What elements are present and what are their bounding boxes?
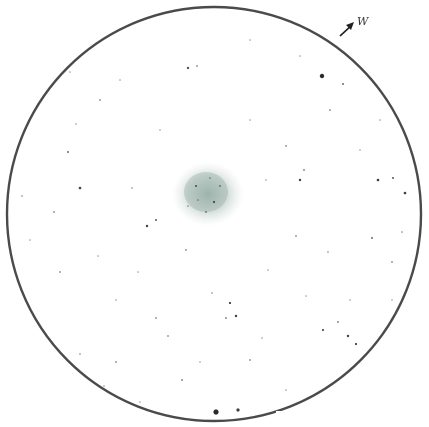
star <box>267 269 269 271</box>
star <box>187 205 189 207</box>
direction-marker: W <box>339 15 370 37</box>
star <box>303 169 305 171</box>
star <box>139 401 141 403</box>
star <box>228 301 232 305</box>
star <box>103 385 105 387</box>
star <box>265 179 267 181</box>
star <box>321 328 325 332</box>
star <box>376 178 380 182</box>
star <box>249 119 251 121</box>
star <box>305 295 307 297</box>
star <box>196 65 198 67</box>
star <box>213 409 219 415</box>
star <box>212 200 216 204</box>
star <box>99 99 101 101</box>
star <box>67 151 69 153</box>
star <box>137 271 139 273</box>
star <box>329 109 331 111</box>
star <box>195 185 197 187</box>
star <box>131 187 133 189</box>
star <box>401 231 403 233</box>
star <box>115 299 117 301</box>
star <box>337 321 339 323</box>
star <box>21 195 23 197</box>
star <box>327 251 329 253</box>
direction-label: W <box>357 15 370 28</box>
star <box>53 211 55 213</box>
nebula <box>172 162 244 226</box>
star <box>285 145 287 147</box>
star <box>69 71 71 73</box>
star <box>115 361 117 363</box>
star <box>186 66 190 70</box>
star <box>349 299 351 301</box>
star <box>234 314 238 318</box>
star <box>391 261 393 263</box>
star <box>185 249 187 251</box>
star <box>403 191 407 195</box>
star <box>236 408 240 412</box>
star <box>97 255 99 257</box>
star <box>342 83 344 85</box>
star <box>155 219 157 221</box>
star <box>181 379 183 381</box>
star <box>249 359 251 361</box>
star <box>199 361 201 363</box>
star <box>211 292 213 294</box>
star <box>379 119 381 121</box>
star <box>392 177 394 179</box>
star <box>299 55 301 57</box>
star <box>205 211 207 213</box>
star <box>197 199 199 201</box>
star <box>209 177 211 179</box>
star <box>261 337 263 339</box>
star <box>145 224 149 228</box>
star <box>298 178 302 182</box>
star <box>78 186 82 190</box>
star <box>155 317 157 319</box>
ring-gap <box>148 414 154 420</box>
star <box>391 299 393 301</box>
star <box>167 335 169 337</box>
star <box>59 271 61 273</box>
star <box>79 353 81 355</box>
star <box>285 389 287 391</box>
star <box>319 73 325 79</box>
arrow-head-icon <box>346 22 354 30</box>
star <box>119 79 121 81</box>
star <box>354 342 358 346</box>
star <box>371 237 373 239</box>
star <box>249 39 251 41</box>
star-field <box>21 39 407 415</box>
star <box>159 129 161 131</box>
star <box>29 239 31 241</box>
star <box>295 235 297 237</box>
star <box>346 334 350 338</box>
star <box>219 185 221 187</box>
star <box>75 123 77 125</box>
ring-gap <box>276 411 282 417</box>
star <box>225 317 227 319</box>
star <box>359 149 361 151</box>
